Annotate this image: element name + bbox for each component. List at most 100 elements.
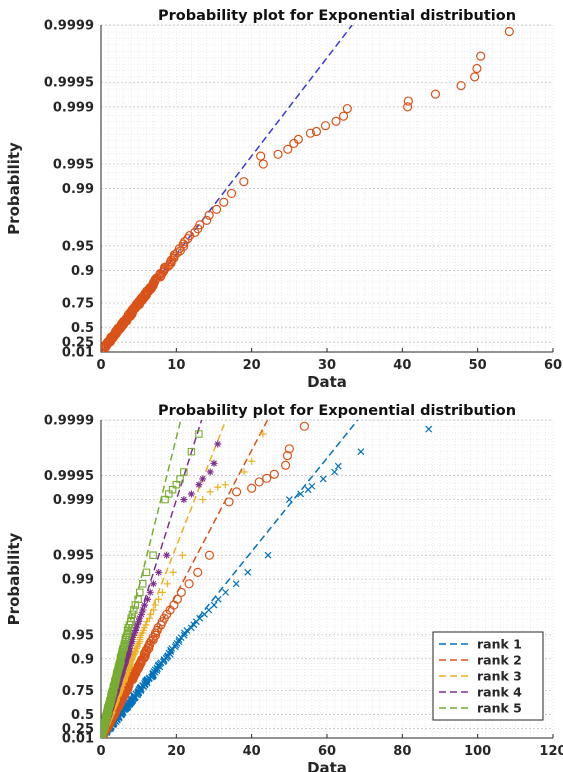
y-tick-label: 0.01 xyxy=(62,346,94,361)
data-point xyxy=(122,633,130,642)
y-tick-label: 0.75 xyxy=(62,297,94,312)
data-point xyxy=(151,601,159,609)
data-point xyxy=(146,588,154,596)
data-point xyxy=(161,495,169,504)
x-tick-label: 0 xyxy=(96,744,105,759)
data-point xyxy=(144,595,152,603)
data-point xyxy=(123,631,131,640)
chart-panel-1: 0.010.250.5 0.75 0.9 0.95 0.99 0.995 0.999 0.99… xyxy=(5,8,562,391)
data-point xyxy=(126,643,134,651)
data-point xyxy=(180,631,188,639)
data-point xyxy=(180,468,188,476)
x-tick-label: 120 xyxy=(539,744,563,759)
y-tick-label: 0.99 xyxy=(62,573,94,588)
data-point xyxy=(456,80,466,91)
data-point xyxy=(195,220,205,230)
data-point xyxy=(128,634,136,642)
data-point xyxy=(147,610,155,618)
data-point xyxy=(205,606,213,614)
data-point xyxy=(142,621,150,629)
data-point xyxy=(212,204,222,214)
data-point xyxy=(169,568,177,576)
data-point xyxy=(262,473,272,483)
data-point xyxy=(153,623,163,633)
data-point xyxy=(504,26,514,37)
data-point xyxy=(199,496,207,504)
data-point xyxy=(130,629,138,637)
data-point xyxy=(284,444,294,454)
y-axis-label: Probability xyxy=(5,142,23,235)
data-point xyxy=(472,63,482,74)
data-point xyxy=(256,385,263,392)
data-point xyxy=(180,496,188,504)
data-point xyxy=(210,601,218,609)
data-point xyxy=(311,126,322,137)
data-point xyxy=(141,601,149,609)
data-point xyxy=(155,595,163,603)
data-point xyxy=(187,447,196,456)
data-point xyxy=(149,580,157,588)
data-point xyxy=(248,457,256,465)
data-point xyxy=(127,639,135,647)
y-tick-label: 0.9 xyxy=(71,264,94,279)
data-point xyxy=(267,385,274,392)
data-point xyxy=(258,159,268,169)
data-point xyxy=(138,610,146,618)
data-point xyxy=(149,551,157,559)
data-point xyxy=(357,448,365,456)
data-point xyxy=(145,614,153,622)
data-point xyxy=(160,262,170,272)
data-point xyxy=(200,385,206,391)
data-point xyxy=(150,606,158,614)
data-point xyxy=(132,626,140,634)
data-point xyxy=(175,638,183,645)
data-point xyxy=(539,393,545,399)
y-tick-label: 0.5 xyxy=(71,708,94,723)
data-point xyxy=(222,588,230,596)
data-point xyxy=(282,450,293,461)
data-point xyxy=(155,568,163,576)
x-tick-label: 40 xyxy=(393,358,411,373)
data-point xyxy=(256,151,266,161)
y-tick-label: 0.95 xyxy=(62,628,94,643)
data-point xyxy=(132,645,140,653)
data-point xyxy=(206,488,214,496)
data-point xyxy=(224,497,234,507)
data-point xyxy=(150,628,161,638)
legend-entry: rank 2 xyxy=(477,653,522,668)
chart-panel-2: 0.010.250.5 0.75 0.9 0.95 0.99 0.995 0.999 0.99… xyxy=(5,385,563,772)
x-tick-label: 20 xyxy=(167,744,185,759)
data-point xyxy=(305,128,316,138)
data-point xyxy=(338,111,349,121)
data-point xyxy=(214,483,222,491)
data-point xyxy=(259,430,267,438)
data-point xyxy=(158,588,166,596)
y-tick-label: 0.25 xyxy=(62,336,94,351)
y-tick-label: 0.9995 xyxy=(44,469,94,484)
data-point xyxy=(264,551,272,559)
data-point xyxy=(172,594,182,604)
data-point xyxy=(202,215,212,225)
data-point xyxy=(304,392,312,400)
data-point xyxy=(219,197,229,207)
data-point xyxy=(430,89,441,99)
data-point xyxy=(133,621,141,629)
data-point xyxy=(283,144,293,154)
legend-entry: rank 3 xyxy=(477,669,522,684)
y-tick-label: 0.9999 xyxy=(44,414,94,429)
data-point xyxy=(204,210,214,220)
data-point xyxy=(254,477,264,487)
y-tick-label: 0.999 xyxy=(53,100,94,115)
data-point xyxy=(168,485,177,494)
y-tick-label: 0.25 xyxy=(62,722,94,737)
data-point xyxy=(308,482,316,490)
data-point xyxy=(136,614,144,622)
data-point xyxy=(425,425,433,433)
x-tick-label: 80 xyxy=(393,744,411,759)
data-point xyxy=(476,51,486,61)
x-tick-label: 50 xyxy=(469,358,487,373)
data-point xyxy=(280,460,291,470)
data-point xyxy=(163,580,171,588)
data-point xyxy=(176,587,186,597)
data-point xyxy=(319,475,327,483)
